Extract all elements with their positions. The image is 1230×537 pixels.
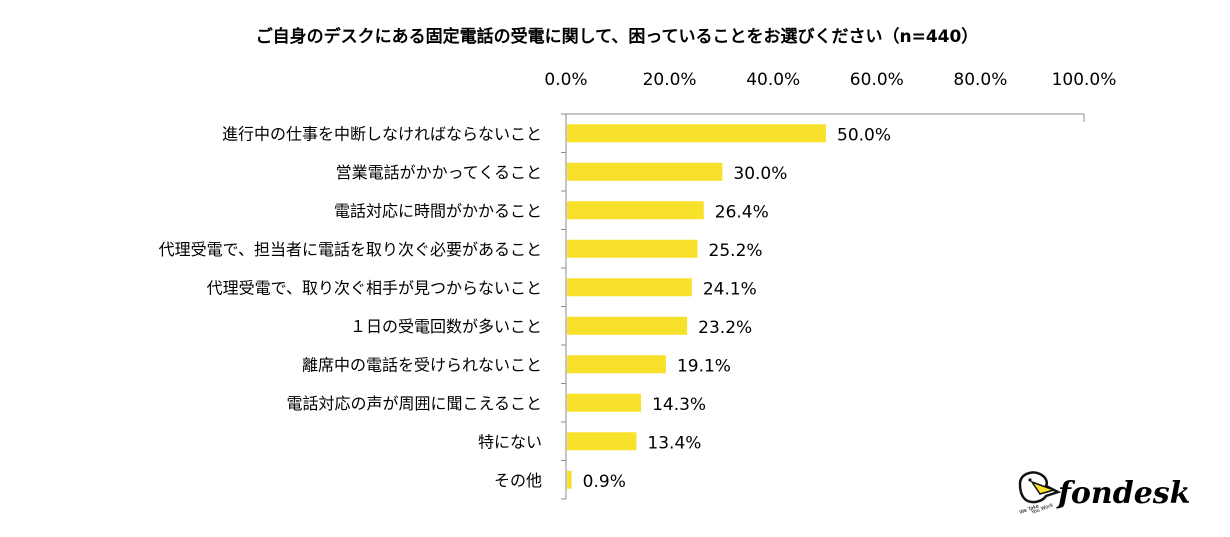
bar xyxy=(567,201,704,220)
x-tick-label: 80.0% xyxy=(953,70,1007,90)
value-label: 50.0% xyxy=(837,125,891,145)
pelican-icon xyxy=(1018,471,1062,504)
category-label: 営業電話がかかってくること xyxy=(336,163,542,182)
bar xyxy=(567,355,666,374)
bars xyxy=(567,124,826,489)
value-label: 23.2% xyxy=(698,318,752,338)
x-tick-label: 0.0% xyxy=(544,70,587,90)
category-label: 電話対応の声が周囲に聞こえること xyxy=(286,394,542,413)
value-label: 13.4% xyxy=(647,433,701,453)
value-label: 24.1% xyxy=(703,279,757,299)
value-label: 26.4% xyxy=(715,202,769,222)
bar xyxy=(567,470,572,489)
x-tick-label: 20.0% xyxy=(643,70,697,90)
value-label: 14.3% xyxy=(652,395,706,415)
category-label: 電話対応に時間がかかること xyxy=(334,201,542,220)
category-label: 代理受電で、取り次ぐ相手が見つからないこと xyxy=(207,278,542,297)
axes xyxy=(561,113,1085,500)
category-label: 離席中の電話を受けられないこと xyxy=(302,355,542,374)
category-label: 代理受電で、担当者に電話を取り次ぐ必要があること xyxy=(159,240,542,259)
bar xyxy=(567,124,826,143)
chart-title: ご自身のデスクにある固定電話の受電に関して、困っていることをお選びください（n=… xyxy=(256,26,979,47)
x-tick-label: 60.0% xyxy=(850,70,904,90)
value-label: 0.9% xyxy=(583,472,626,492)
bar xyxy=(567,432,637,451)
x-tick-label: 40.0% xyxy=(746,70,800,90)
bar xyxy=(567,162,723,181)
value-label: 30.0% xyxy=(733,164,787,184)
value-labels: 50.0% 30.0% 26.4% 25.2% 24.1% 23.2% 19.1% 14.3%… xyxy=(583,125,891,492)
fondesk-logo: fondesk We Take You Work xyxy=(1018,471,1190,516)
bar xyxy=(567,393,642,412)
value-label: 19.1% xyxy=(677,356,731,376)
category-label: １日の受電回数が多いこと xyxy=(350,317,542,336)
bar xyxy=(567,278,692,297)
category-label: 進行中の仕事を中断しなければならないこと xyxy=(222,124,542,143)
x-tick-label: 100.0% xyxy=(1052,70,1117,90)
category-label: 特にない xyxy=(478,432,542,451)
value-label: 25.2% xyxy=(709,241,763,261)
logo-text: fondesk xyxy=(1056,476,1190,511)
category-labels: 進行中の仕事を中断しなければならないこと営業電話がかかってくること電話対応に時間… xyxy=(159,124,542,490)
category-label: その他 xyxy=(494,471,542,490)
x-axis-ticks: 0.0% 20.0% 40.0% 60.0% 80.0% 100.0% xyxy=(544,70,1116,90)
bar xyxy=(567,239,698,258)
bar xyxy=(567,316,688,335)
